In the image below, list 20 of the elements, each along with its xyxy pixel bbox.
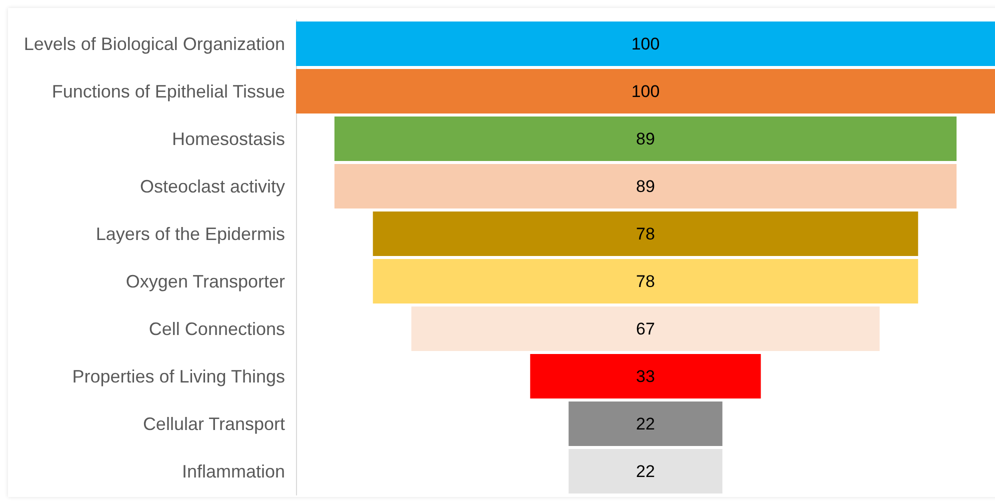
data-label: 67 (636, 319, 655, 338)
data-label: 22 (636, 414, 655, 434)
data-label: 100 (631, 34, 660, 54)
data-label: 33 (636, 366, 655, 386)
category-label: Osteoclast activity (140, 176, 285, 196)
data-label: 78 (636, 272, 655, 291)
data-label: 78 (636, 224, 655, 244)
data-label: 22 (636, 462, 655, 481)
category-label: Homesostasis (172, 128, 285, 149)
category-label: Cell Connections (148, 318, 285, 339)
category-label: Functions of Epithelial Tissue (52, 81, 285, 102)
category-label: Properties of Living Things (72, 366, 285, 386)
category-label: Inflammation (182, 461, 285, 482)
category-label: Layers of the Epidermis (96, 224, 285, 244)
data-label: 89 (636, 176, 655, 196)
category-label: Oxygen Transporter (126, 271, 285, 292)
data-label: 89 (636, 129, 655, 148)
data-label: 100 (631, 82, 660, 101)
category-label: Cellular Transport (142, 414, 285, 434)
category-label: Levels of Biological Organization (24, 34, 285, 54)
